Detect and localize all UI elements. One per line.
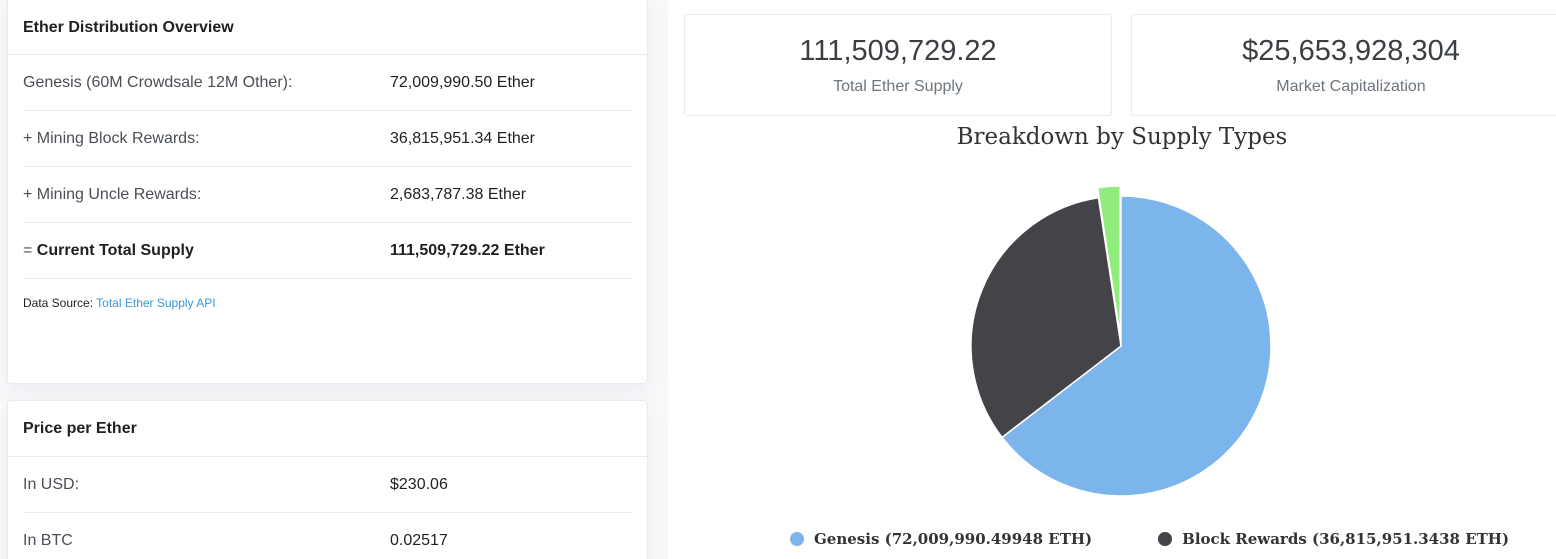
pie-slice-genesis[interactable] bbox=[1000, 195, 1272, 497]
stat-caption: Total Ether Supply bbox=[833, 78, 963, 95]
pie-slice-block-rewards[interactable] bbox=[970, 196, 1122, 439]
legend-item-genesis[interactable]: Genesis (72,009,990.49948 ETH) bbox=[790, 530, 1092, 548]
genesis-row: Genesis (60M Crowdsale 12M Other): 72,00… bbox=[23, 55, 632, 111]
distribution-card: Ether Distribution Overview Genesis (60M… bbox=[7, 0, 648, 384]
pie-slice-uncle-rewards[interactable] bbox=[1096, 185, 1121, 337]
row-label: In BTC bbox=[23, 531, 73, 549]
total-ether-supply-api-link[interactable]: Total Ether Supply API bbox=[96, 296, 216, 310]
market-cap-stat: $25,653,928,304 Market Capitalization bbox=[1131, 14, 1556, 116]
chart-title: Breakdown by Supply Types bbox=[956, 124, 1288, 150]
legend-dot bbox=[1158, 532, 1173, 546]
price-title: Price per Ether bbox=[8, 401, 647, 457]
total-value: 111,509,729.22 Ether bbox=[390, 241, 545, 259]
row-label: + Mining Uncle Rewards: bbox=[23, 185, 202, 203]
data-source-label: Data Source: bbox=[23, 296, 94, 310]
row-label: + Mining Block Rewards: bbox=[23, 129, 200, 147]
stat-value: $25,653,928,304 bbox=[1242, 35, 1460, 67]
pie-chart bbox=[970, 185, 1272, 497]
row-value: 0.02517 bbox=[390, 531, 448, 549]
row-label: Genesis (60M Crowdsale 12M Other): bbox=[23, 73, 293, 91]
block-rewards-row: + Mining Block Rewards: 36,815,951.34 Et… bbox=[23, 111, 632, 167]
total-supply-row: = Current Total Supply 111,509,729.22 Et… bbox=[23, 223, 632, 279]
row-value: 2,683,787.38 Ether bbox=[390, 185, 527, 203]
chart-legend: Genesis (72,009,990.49948 ETH) Block Rew… bbox=[790, 530, 1509, 548]
stat-value: 111,509,729.22 bbox=[799, 35, 997, 67]
legend-dot bbox=[790, 532, 804, 546]
total-label: Current Total Supply bbox=[36, 241, 194, 259]
price-card: Price per Ether In USD: $230.06 In BTC 0… bbox=[7, 400, 648, 559]
row-label: In USD: bbox=[23, 475, 80, 493]
distribution-title: Ether Distribution Overview bbox=[8, 0, 647, 55]
legend-label: Block Rewards (36,815,951.3438 ETH) bbox=[1182, 530, 1510, 548]
uncle-rewards-row: + Mining Uncle Rewards: 2,683,787.38 Eth… bbox=[23, 167, 632, 223]
btc-row: In BTC 0.02517 bbox=[23, 513, 632, 559]
total-prefix: = bbox=[23, 241, 37, 259]
total-supply-stat: 111,509,729.22 Total Ether Supply bbox=[684, 14, 1112, 116]
legend-label: Genesis (72,009,990.49948 ETH) bbox=[814, 530, 1093, 548]
data-source: Data Source: Total Ether Supply API bbox=[8, 279, 647, 310]
stat-caption: Market Capitalization bbox=[1276, 78, 1426, 95]
row-value: $230.06 bbox=[390, 475, 448, 493]
row-value: 36,815,951.34 Ether bbox=[390, 129, 536, 147]
usd-row: In USD: $230.06 bbox=[23, 457, 632, 513]
row-value: 72,009,990.50 Ether bbox=[390, 73, 536, 91]
legend-item-block-rewards[interactable]: Block Rewards (36,815,951.3438 ETH) bbox=[1158, 530, 1509, 548]
